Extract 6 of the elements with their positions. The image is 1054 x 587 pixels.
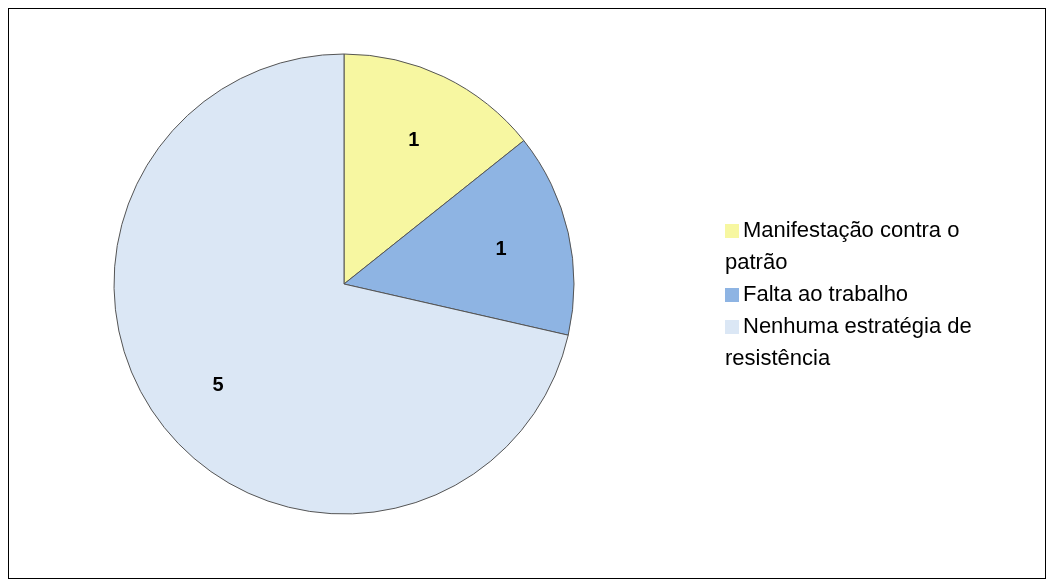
- data-label: 1: [408, 127, 420, 150]
- legend-label: Falta ao trabalho: [743, 280, 909, 306]
- legend-label: Manifestação contra o patrão: [725, 216, 960, 274]
- legend-label: Nenhuma estratégia de resistência: [725, 312, 972, 370]
- data-label: 5: [212, 373, 224, 396]
- data-label: 1: [495, 237, 507, 260]
